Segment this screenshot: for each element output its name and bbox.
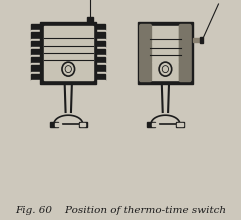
- Bar: [176, 121, 184, 126]
- FancyBboxPatch shape: [179, 43, 191, 63]
- Bar: [96, 30, 105, 32]
- Bar: [40, 22, 96, 84]
- Bar: [193, 38, 201, 42]
- Bar: [200, 37, 203, 43]
- Bar: [141, 26, 190, 80]
- Bar: [96, 38, 105, 40]
- Text: Fig. 60    Position of thermo-time switch: Fig. 60 Position of thermo-time switch: [15, 205, 226, 214]
- Bar: [96, 72, 105, 74]
- Bar: [138, 22, 193, 84]
- Bar: [96, 57, 105, 63]
- Bar: [50, 121, 58, 126]
- Bar: [31, 32, 40, 38]
- Bar: [147, 121, 155, 126]
- Bar: [31, 49, 40, 55]
- Bar: [44, 26, 93, 80]
- Bar: [96, 32, 105, 38]
- Bar: [96, 47, 105, 49]
- Bar: [31, 74, 40, 80]
- Bar: [96, 65, 105, 72]
- Bar: [31, 72, 40, 74]
- FancyBboxPatch shape: [140, 24, 152, 44]
- Bar: [31, 47, 40, 49]
- Bar: [31, 80, 40, 82]
- Bar: [31, 55, 40, 57]
- Bar: [31, 38, 40, 40]
- FancyBboxPatch shape: [140, 62, 152, 81]
- Bar: [31, 57, 40, 63]
- Bar: [96, 49, 105, 55]
- Bar: [31, 24, 40, 30]
- Bar: [31, 40, 40, 47]
- Bar: [31, 65, 40, 72]
- Bar: [177, 123, 182, 125]
- Bar: [96, 55, 105, 57]
- Bar: [87, 17, 93, 22]
- Bar: [96, 40, 105, 47]
- FancyBboxPatch shape: [179, 62, 191, 81]
- Bar: [96, 24, 105, 30]
- Circle shape: [62, 62, 74, 76]
- Bar: [31, 63, 40, 65]
- Bar: [96, 63, 105, 65]
- FancyBboxPatch shape: [140, 43, 152, 63]
- FancyBboxPatch shape: [179, 24, 191, 44]
- Bar: [96, 80, 105, 82]
- Bar: [152, 123, 158, 125]
- Bar: [79, 121, 87, 126]
- Circle shape: [159, 62, 172, 76]
- Bar: [31, 30, 40, 32]
- Bar: [96, 74, 105, 80]
- Bar: [55, 123, 61, 125]
- Bar: [80, 123, 85, 125]
